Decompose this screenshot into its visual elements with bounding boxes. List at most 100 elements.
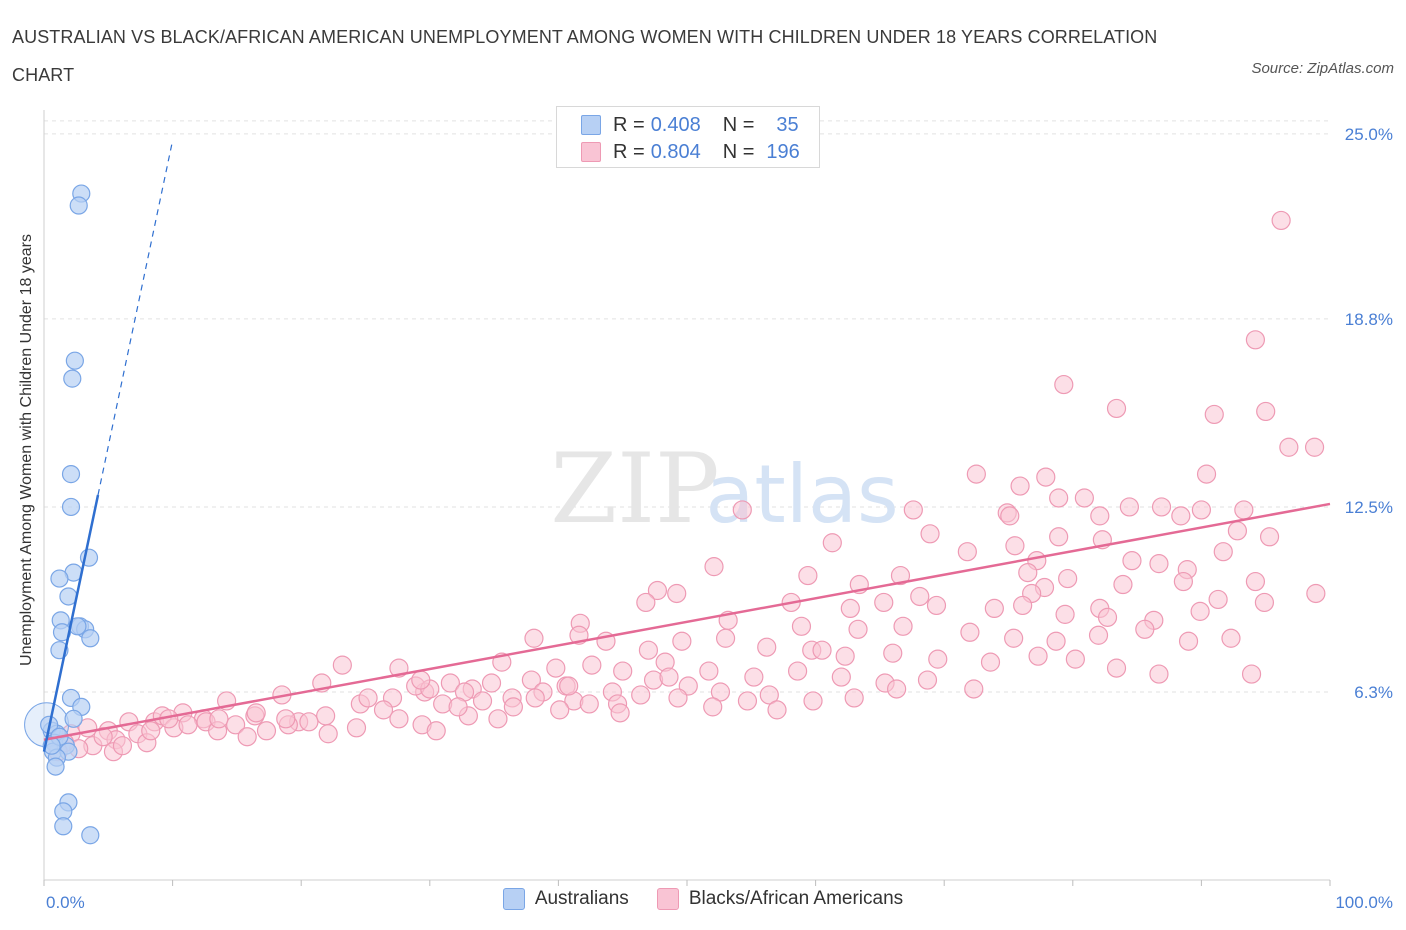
blacks-point-116 [844,688,864,708]
blacks-point-30 [1213,542,1233,562]
blacks-point-63 [1097,607,1118,627]
legend-label-blacks: Blacks/African Americans [688,888,904,909]
blacks-point-23 [1000,506,1020,526]
blacks-point-41 [1058,568,1078,589]
blacks-point-82 [672,631,692,651]
blacks-point-60 [984,598,1004,619]
blacks-point-150 [448,697,468,717]
blacks-point-184 [358,688,378,708]
blacks-point-91 [1065,649,1085,669]
blacks-point-139 [610,703,630,723]
blacks-point-21 [1234,500,1254,520]
blacks-point-59 [926,595,947,616]
australians-n-value: 35 [776,113,799,136]
blacks-point-125 [631,685,651,705]
blacks-point-11 [1010,476,1030,496]
x-tick-label-max: 100.0% [1335,893,1393,912]
blacks-point-101 [744,667,764,687]
blacks-point-5 [1256,401,1276,422]
y-tick-label-0: 6.3% [1354,683,1393,702]
blacks-point-74 [1088,625,1109,645]
blacks-point-19 [1090,506,1110,526]
blacks-point-54 [1208,589,1228,610]
blacks-point-39 [890,565,911,586]
blacks-point-156 [389,709,409,729]
blacks-point-24 [920,524,940,544]
australians-point-4 [61,465,81,484]
australians-point-18 [64,709,83,728]
blacks-point-190 [141,721,161,741]
blacks-point-29 [1259,527,1280,547]
australians-trend-line [42,494,100,752]
blacks-point-77 [1221,628,1241,648]
blacks-point-159 [226,715,246,735]
blacks-point-78 [524,628,544,648]
watermark: ZIP atlas [550,433,898,545]
blacks-point-138 [579,694,599,714]
blacks-point-12 [1049,488,1069,508]
blacks-point-157 [426,721,446,741]
blacks-point-108 [521,670,541,690]
blacks-point-10 [1196,464,1217,484]
series-australians-points [24,184,100,845]
y-tick-label-2: 18.8% [1345,310,1393,329]
stats-legend-blacks: R = 0.804 N = 196 [581,139,800,165]
blacks-point-81 [638,640,659,660]
blacks-point-132 [433,694,453,714]
blacks-point-193 [559,676,579,696]
blacks-point-188 [276,709,296,729]
y-tick-label-3: 25.0% [1345,125,1393,144]
blacks-point-128 [737,691,758,711]
australians-point-26 [46,757,65,776]
australians-point-1 [69,196,88,215]
watermark-zip: ZIP [550,433,719,545]
legend-swatch-blacks [656,888,679,910]
blacks-point-83 [715,628,736,648]
australians-point-33 [68,617,87,636]
blacks-r-key: R = [613,140,645,163]
blacks-point-88 [928,649,948,669]
blacks-point-2 [1054,374,1074,395]
blacks-point-34 [1122,551,1142,571]
blacks-point-127 [703,697,723,717]
blacks-point-57 [840,598,860,619]
australians-point-5 [61,497,81,517]
blacks-point-0 [1271,210,1291,231]
blacks-point-135 [503,697,523,717]
blacks-point-103 [831,667,851,687]
blacks-point-195 [812,640,832,660]
blacks-point-107 [481,673,502,693]
blacks-point-106 [964,679,984,699]
blacks-point-102 [787,661,808,681]
australians-swatch [581,115,601,135]
series-legend: Australians Blacks/African Americans [0,888,1406,910]
blacks-point-16 [903,500,923,520]
blacks-point-49 [667,583,687,604]
blacks-point-37 [704,557,724,577]
australians-r-key: R = [613,113,645,136]
blacks-point-92 [1106,658,1127,678]
legend-item-australians[interactable]: Australians [502,888,629,910]
australians-n-key: N = [722,113,755,136]
blacks-point-44 [1245,571,1266,592]
blacks-r-value: 0.804 [650,140,701,163]
blacks-point-84 [757,637,777,657]
blacks-point-96 [546,658,566,678]
legend-item-blacks[interactable]: Blacks/African Americans [656,888,904,910]
tick-labels: 6.3% 12.5% 18.8% 25.0% 0.0% 100.0% [46,125,1393,912]
blacks-point-25 [1049,527,1069,547]
blacks-point-51 [910,586,930,607]
blacks-point-111 [643,670,664,690]
blacks-point-73 [1046,631,1066,651]
y-axis-label: Unemployment Among Women with Children U… [18,234,35,666]
australians-point-8 [50,569,69,588]
blacks-point-62 [1055,604,1075,624]
blacks-point-137 [550,700,570,720]
blacks-point-140 [332,655,352,675]
blacks-point-55 [1254,592,1275,613]
blacks-point-38 [798,565,818,586]
blacks-point-7 [1304,437,1325,457]
source-label: Source: ZipAtlas.com [1251,60,1394,77]
blacks-point-8 [966,464,986,484]
